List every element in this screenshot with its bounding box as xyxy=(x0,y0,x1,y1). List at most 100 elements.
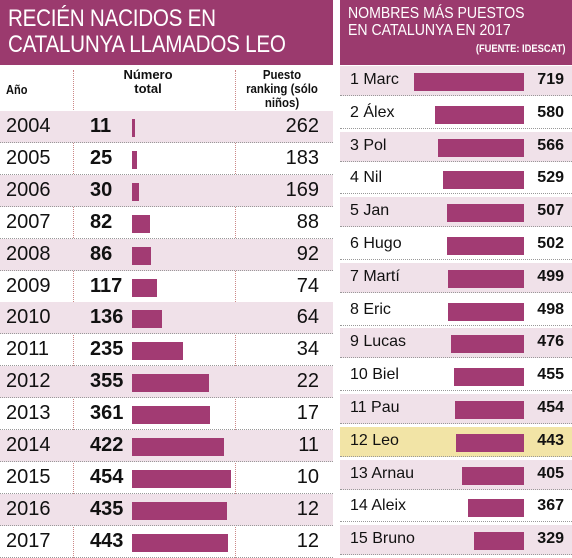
name-label: 6 Hugo xyxy=(350,235,402,252)
count-value: 580 xyxy=(537,103,564,121)
rank-value: 11 xyxy=(298,434,319,456)
name-label: 8 Eric xyxy=(350,300,391,318)
name-label: 7 Martí xyxy=(350,267,400,285)
rank-value: 12 xyxy=(296,529,319,552)
left-title-line2: CATALUNYA LLAMADOS LEO xyxy=(8,31,286,58)
year-label: 2008 xyxy=(6,242,51,265)
value-bar xyxy=(473,532,524,551)
number-total-value: 355 xyxy=(90,370,124,393)
value-bar xyxy=(454,368,524,387)
year-label: 2016 xyxy=(6,497,51,520)
year-label: 2014 xyxy=(6,434,51,456)
list-item: 4 Nil 529 xyxy=(340,164,572,195)
year-label: 2007 xyxy=(6,210,51,233)
count-value: 499 xyxy=(537,267,564,285)
value-bar xyxy=(454,401,524,419)
name-label: 5 Jan xyxy=(350,202,390,220)
rank-value: 10 xyxy=(296,465,319,488)
rank-value: 34 xyxy=(296,338,319,361)
name-label: 11 Pau xyxy=(350,399,400,416)
rank-value: 88 xyxy=(296,210,319,233)
value-bar xyxy=(132,310,162,329)
value-bar xyxy=(132,469,231,488)
count-value: 454 xyxy=(537,399,564,416)
table-row: 2008 86 92 xyxy=(0,238,333,271)
year-label: 2009 xyxy=(6,274,51,297)
year-label: 2013 xyxy=(6,402,51,425)
table-row: 2006 30 169 xyxy=(0,174,333,207)
count-value: 502 xyxy=(537,235,564,252)
number-total-value: 361 xyxy=(90,402,124,425)
list-item: 15 Bruno 329 xyxy=(340,525,572,556)
list-item: 14 Aleix 367 xyxy=(340,492,572,523)
table-row: 2010 136 64 xyxy=(0,302,333,335)
number-total-value: 136 xyxy=(90,306,124,329)
name-label: 14 Aleix xyxy=(350,497,407,515)
value-bar xyxy=(462,466,524,485)
table-row: 2015 454 10 xyxy=(0,462,333,494)
number-total-value: 25 xyxy=(90,146,113,169)
list-item: 10 Biel 455 xyxy=(340,361,572,392)
value-bar xyxy=(132,501,227,520)
rank-value: 183 xyxy=(285,146,319,169)
list-item: 3 Pol 566 xyxy=(340,131,572,162)
rank-value: 22 xyxy=(296,370,319,393)
rank-value: 92 xyxy=(296,242,319,265)
right-title-line2: EN CATALUNYA EN 2017 xyxy=(348,22,511,39)
count-value: 455 xyxy=(537,366,564,384)
table-row: 2009 117 74 xyxy=(0,271,333,303)
header-rank: Puesto ranking (sólo niños) xyxy=(246,67,318,110)
list-item: 9 Lucas 476 xyxy=(340,328,572,359)
table-row: 2017 443 12 xyxy=(0,526,333,558)
value-bar xyxy=(467,499,524,518)
value-bar xyxy=(132,119,135,137)
count-value: 719 xyxy=(537,71,564,88)
table-row: 2005 25 183 xyxy=(0,143,333,175)
list-item: 13 Arnau 405 xyxy=(340,459,572,490)
year-label: 2015 xyxy=(6,465,51,488)
count-value: 405 xyxy=(537,464,564,482)
header-year: Año xyxy=(6,82,28,97)
rank-value: 64 xyxy=(296,306,319,329)
rank-value: 169 xyxy=(285,178,319,201)
value-bar xyxy=(132,533,229,552)
value-bar xyxy=(132,246,151,265)
name-label: 13 Arnau xyxy=(350,464,415,482)
value-bar xyxy=(132,438,224,456)
list-item: 2 Álex 580 xyxy=(340,99,572,129)
name-label: 9 Lucas xyxy=(350,333,407,351)
table-row: 2011 235 34 xyxy=(0,334,333,367)
name-label: 15 Bruno xyxy=(350,530,415,548)
value-bar xyxy=(451,335,524,354)
number-total-value: 11 xyxy=(90,115,112,137)
source-note: (FUENTE: IDESCAT) xyxy=(476,43,566,55)
value-bar xyxy=(414,73,524,91)
number-total-value: 235 xyxy=(90,338,124,361)
table-row: 2016 435 12 xyxy=(0,493,333,526)
table-row: 2012 355 22 xyxy=(0,366,333,399)
number-total-value: 86 xyxy=(90,242,113,265)
list-item: 11 Pau 454 xyxy=(340,394,572,424)
count-value: 507 xyxy=(537,202,564,220)
count-value: 476 xyxy=(537,333,564,351)
table-row: 2007 82 88 xyxy=(0,207,333,239)
value-bar xyxy=(132,406,211,425)
list-item: 6 Hugo 502 xyxy=(340,230,572,260)
number-total-value: 443 xyxy=(90,529,124,552)
right-title-banner: NOMBRES MÁS PUESTOS EN CATALUNYA EN 2017… xyxy=(340,0,572,65)
table-row: 2014 422 11 xyxy=(0,430,333,462)
list-item: 7 Martí 499 xyxy=(340,262,572,293)
count-value: 498 xyxy=(537,300,564,318)
number-total-value: 435 xyxy=(90,497,124,520)
name-label: 3 Pol xyxy=(350,136,387,154)
value-bar xyxy=(447,269,524,288)
year-label: 2010 xyxy=(6,306,51,329)
year-label: 2006 xyxy=(6,178,51,201)
count-value: 443 xyxy=(537,431,564,449)
number-total-value: 454 xyxy=(90,465,124,488)
name-label: 12 Leo xyxy=(350,431,399,449)
value-bar xyxy=(435,105,524,124)
list-item: 1 Marc 719 xyxy=(340,66,572,96)
value-bar xyxy=(132,342,184,361)
value-bar xyxy=(132,278,158,297)
